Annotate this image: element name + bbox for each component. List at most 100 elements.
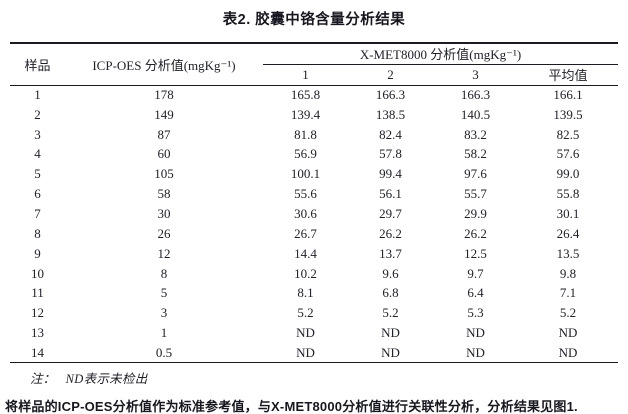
table-row: 8 26 26.7 26.2 26.2 26.4 <box>10 224 618 244</box>
cell-m2: 6.8 <box>382 285 399 301</box>
cell-avg: ND <box>558 325 578 341</box>
cell-m2: 138.5 <box>375 106 406 122</box>
cell-icp: 178 <box>154 87 174 103</box>
cell-avg: 82.5 <box>556 126 580 142</box>
cell-sample: 2 <box>34 106 41 122</box>
cell-m1: 14.4 <box>294 245 317 261</box>
cell-avg: 30.1 <box>556 205 580 221</box>
cell-avg: ND <box>558 344 578 360</box>
cell-sample: 3 <box>34 126 41 142</box>
cell-sample: 10 <box>31 265 44 281</box>
cell-icp: 0.5 <box>155 344 173 360</box>
cell-icp: 1 <box>160 325 168 341</box>
cell-m2: ND <box>381 344 400 360</box>
table-row: 2 149 139.4 138.5 140.5 139.5 <box>10 105 618 125</box>
cell-m3: 9.7 <box>467 265 484 281</box>
cell-m2: 29.7 <box>379 205 402 221</box>
cell-sample: 14 <box>31 344 44 360</box>
footnote-label: 注： <box>30 372 56 386</box>
cell-m2: 166.3 <box>375 87 406 103</box>
cell-m2: 26.2 <box>379 225 402 241</box>
cell-avg: 139.5 <box>553 106 583 122</box>
table-row: 13 1 ND ND ND ND <box>10 323 618 343</box>
table-title: 表2. 胶囊中铬含量分析结果 <box>222 12 406 28</box>
cell-m1: ND <box>296 344 315 360</box>
cell-m2: 9.6 <box>382 265 399 281</box>
cell-m3: 83.2 <box>464 126 487 142</box>
cell-sample: 7 <box>34 205 41 221</box>
cell-m3: 58.2 <box>464 146 487 162</box>
cell-m1: 30.6 <box>294 205 317 221</box>
cell-avg: 55.8 <box>556 186 580 202</box>
table-row: 7 30 30.6 29.7 29.9 30.1 <box>10 204 618 224</box>
cell-m1: 10.2 <box>294 265 317 281</box>
footnote-text: ND表示未检出 <box>65 372 148 386</box>
cell-m3: 97.6 <box>464 166 487 182</box>
cell-icp: 3 <box>160 305 168 321</box>
cell-sample: 6 <box>34 186 41 202</box>
column-header-measurement-2: 2 <box>348 64 433 86</box>
table-row: 6 58 55.6 56.1 55.7 55.8 <box>10 184 618 204</box>
cell-m1: 165.8 <box>290 87 321 103</box>
cell-m3: 29.9 <box>464 205 487 221</box>
cell-m3: 166.3 <box>460 87 491 103</box>
table-row: 1 178 165.8 166.3 166.3 166.1 <box>10 85 618 105</box>
table-footnote: 注： ND表示未检出 <box>30 368 148 387</box>
cell-m1: ND <box>296 325 315 341</box>
body-paragraph: 将样品的ICP-OES分析值作为标准参考值，与X-MET8000分析值进行关联性… <box>5 399 578 414</box>
cell-m3: 26.2 <box>464 225 487 241</box>
table-row: 10 8 10.2 9.6 9.7 9.8 <box>10 264 618 284</box>
cell-icp: 87 <box>157 126 171 142</box>
cell-m3: ND <box>466 344 485 360</box>
table-row: 4 60 56.9 57.8 58.2 57.6 <box>10 145 618 165</box>
cell-m2: 13.7 <box>379 245 402 261</box>
analysis-results-table: 样品 ICP-OES 分析值(mgKg⁻¹) X-MET8000 分析值(mgK… <box>10 42 619 364</box>
table-row: 3 87 81.8 82.4 83.2 82.5 <box>10 125 618 145</box>
cell-m1: 56.9 <box>294 146 317 162</box>
cell-avg: 57.6 <box>556 146 580 162</box>
cell-m2: 57.8 <box>379 146 402 162</box>
cell-m3: 5.3 <box>467 305 484 321</box>
cell-m3: 6.4 <box>467 285 484 301</box>
table-row: 9 12 14.4 13.7 12.5 13.5 <box>10 244 618 264</box>
column-header-sample: 样品 <box>10 43 65 86</box>
cell-sample: 9 <box>34 245 41 261</box>
column-header-measurement-1: 1 <box>263 64 348 86</box>
cell-avg: 5.2 <box>559 305 577 321</box>
cell-sample: 13 <box>31 325 44 341</box>
column-header-icp-oes: ICP-OES 分析值(mgKg⁻¹) <box>65 43 263 86</box>
cell-sample: 11 <box>31 285 44 301</box>
cell-icp: 30 <box>157 205 171 221</box>
cell-m3: 12.5 <box>464 245 487 261</box>
cell-avg: 9.8 <box>559 265 577 281</box>
cell-m2: 82.4 <box>379 126 402 142</box>
cell-icp: 58 <box>157 186 171 202</box>
cell-icp: 60 <box>157 146 171 162</box>
cell-m1: 8.1 <box>297 285 314 301</box>
cell-avg: 26.4 <box>556 225 580 241</box>
table-header: 样品 ICP-OES 分析值(mgKg⁻¹) X-MET8000 分析值(mgK… <box>10 43 619 86</box>
cell-m1: 55.6 <box>294 186 317 202</box>
cell-sample: 5 <box>34 166 41 182</box>
cell-m2: 56.1 <box>379 186 402 202</box>
cell-m1: 139.4 <box>290 106 321 122</box>
cell-sample: 8 <box>34 225 41 241</box>
cell-m1: 81.8 <box>294 126 317 142</box>
cell-m2: ND <box>381 325 400 341</box>
cell-icp: 5 <box>160 285 168 301</box>
cell-m3: 140.5 <box>460 106 491 122</box>
table-row: 14 0.5 ND ND ND ND <box>10 343 618 363</box>
cell-m1: 26.7 <box>294 225 317 241</box>
cell-m3: 55.7 <box>464 186 487 202</box>
cell-sample: 1 <box>34 87 41 103</box>
table-row: 11 5 8.1 6.8 6.4 7.1 <box>10 283 618 303</box>
cell-avg: 7.1 <box>559 285 577 301</box>
cell-avg: 166.1 <box>553 87 583 103</box>
cell-icp: 8 <box>160 265 168 281</box>
column-header-average: 平均值 <box>518 64 619 86</box>
table-body: 1 178 165.8 166.3 166.3 166.1 2 149 139.4 138.5 14… <box>10 85 618 363</box>
document-page: 表2. 胶囊中铬含量分析结果 样品 ICP-OES 分析值(mgKg⁻¹) X-… <box>0 8 628 414</box>
cell-m3: ND <box>466 325 485 341</box>
cell-icp: 105 <box>154 166 174 182</box>
cell-icp: 12 <box>157 245 171 261</box>
